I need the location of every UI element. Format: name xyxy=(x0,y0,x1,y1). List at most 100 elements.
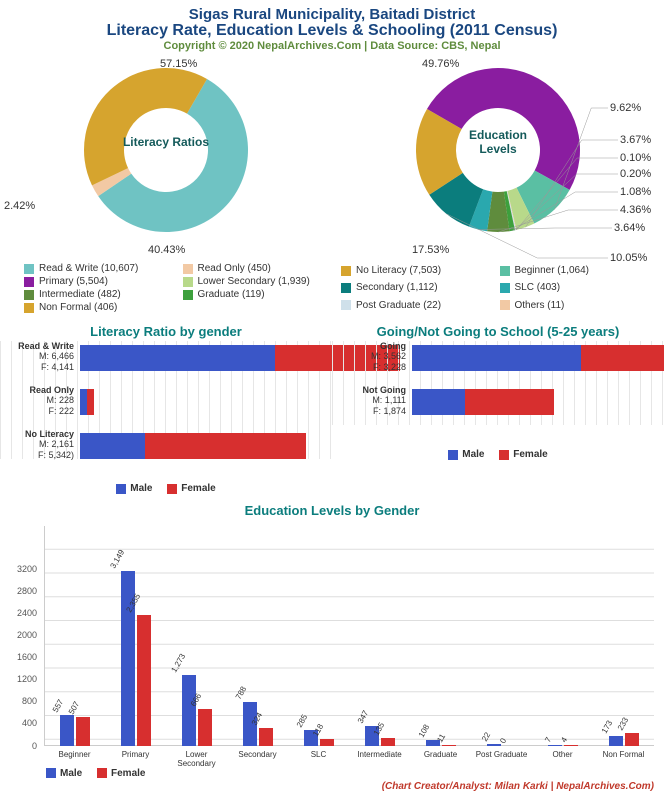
legend-label: Secondary (1,112) xyxy=(356,282,438,293)
title-subject: Literacy Rate, Education Levels & School… xyxy=(0,22,664,40)
hbar-row-label: Read & WriteM: 6,466F: 4,141 xyxy=(2,341,74,372)
donuts-row: Literacy Ratios 57.15%2.42%40.43% Educat… xyxy=(0,52,664,262)
legend-item: No Literacy (7,503) xyxy=(337,262,496,279)
legend-swatch xyxy=(183,277,193,287)
hbar-seg-male xyxy=(80,389,87,415)
y-tick-label: 3200 xyxy=(17,564,37,574)
bar-value-label: 285 xyxy=(294,713,310,730)
slice-percent-label: 0.10% xyxy=(620,152,651,164)
bar-group: 1,273666 xyxy=(166,675,227,745)
bar-group: 557507 xyxy=(44,715,105,746)
y-tick-label: 1600 xyxy=(17,652,37,662)
bar-value-label: 4 xyxy=(559,736,571,745)
legend-swatch xyxy=(24,303,34,313)
hbar-seg-female xyxy=(87,389,94,415)
hbar-seg-male xyxy=(80,345,275,371)
bar-female: 666 xyxy=(198,709,212,746)
bar-female: 135 xyxy=(381,738,395,745)
bar-group: 3,1492,355 xyxy=(105,571,166,745)
bar-value-label: 22 xyxy=(480,731,494,744)
bar-group: 10811 xyxy=(410,740,471,746)
hbar-row-label: No LiteracyM: 2,161F: 5,342) xyxy=(2,429,74,460)
bar-female: 2,355 xyxy=(137,615,151,745)
bar-group: 285118 xyxy=(288,730,349,746)
hbar-schooling-legend: Male Female xyxy=(332,449,664,463)
hbar-row-label: Read OnlyM: 228F: 222 xyxy=(2,385,74,416)
hbar-seg-male xyxy=(412,389,465,415)
hbar-literacy: Literacy Ratio by gender Read & WriteM: … xyxy=(0,318,332,497)
bar-value-label: 557 xyxy=(50,698,66,715)
legend-item: Primary (5,504) xyxy=(20,275,179,288)
bar-group: 220 xyxy=(471,744,532,745)
bar-group: 788324 xyxy=(227,702,288,746)
bar-value-label: 173 xyxy=(599,719,615,736)
bar-female: 507 xyxy=(76,717,90,745)
hbar-seg-female xyxy=(145,433,306,459)
hbar-schooling: Going/Not Going to School (5-25 years) G… xyxy=(332,318,664,497)
hbar-row: No LiteracyM: 2,161F: 5,342) xyxy=(80,429,320,469)
legend-swatch xyxy=(24,264,34,274)
y-tick-label: 1200 xyxy=(17,674,37,684)
hbar-row: Read & WriteM: 6,466F: 4,141 xyxy=(80,341,320,381)
bar-male: 1,273 xyxy=(182,675,196,745)
bar-group: 173233 xyxy=(593,733,654,746)
legend-swatch xyxy=(24,277,34,287)
slice-percent-label: 3.67% xyxy=(620,134,651,146)
legend-item: Read & Write (10,607) xyxy=(20,262,179,275)
bar-female: 233 xyxy=(625,733,639,746)
slice-percent-label: 3.64% xyxy=(614,222,645,234)
bar-female: 11 xyxy=(442,745,456,746)
slice-percent-label: 17.53% xyxy=(412,244,449,256)
bar-value-label: 347 xyxy=(355,709,371,726)
legend-label: SLC (403) xyxy=(515,282,561,293)
hbar-row: GoingM: 3,562F: 3,228 xyxy=(412,341,652,381)
legend-label: Primary (5,504) xyxy=(39,276,108,287)
legend-label: Read & Write (10,607) xyxy=(39,263,138,274)
legend-label: No Literacy (7,503) xyxy=(356,265,441,276)
slice-percent-label: 1.08% xyxy=(620,186,651,198)
legend-swatch xyxy=(183,290,193,300)
hbar-row: Literacy Ratio by gender Read & WriteM: … xyxy=(0,318,664,497)
hbar-row: Read OnlyM: 228F: 222 xyxy=(80,385,320,425)
credit-line: (Chart Creator/Analyst: Milan Karki | Ne… xyxy=(0,781,664,798)
bar-female: 324 xyxy=(259,728,273,746)
hbar-row: Not GoingM: 1,111F: 1,874 xyxy=(412,385,652,425)
hbar-seg-male xyxy=(80,433,145,459)
hbar-seg-female xyxy=(581,345,664,371)
legend-swatch xyxy=(500,266,510,276)
bar-female: 118 xyxy=(320,739,334,746)
slice-percent-label: 4.36% xyxy=(620,204,651,216)
bar-value-label: 108 xyxy=(416,722,432,739)
legend-swatch xyxy=(24,290,34,300)
hbar-row-label: GoingM: 3,562F: 3,228 xyxy=(334,341,406,372)
legend-item: SLC (403) xyxy=(496,279,655,296)
donut-literacy: Literacy Ratios 57.15%2.42%40.43% xyxy=(0,52,332,262)
slice-percent-label: 2.42% xyxy=(4,200,35,212)
legend-item: Lower Secondary (1,939) xyxy=(179,275,338,288)
donut-literacy-center: Literacy Ratios xyxy=(121,135,211,149)
vbar-title: Education Levels by Gender xyxy=(0,503,664,518)
legend-swatch xyxy=(500,300,510,310)
legend-label: Intermediate (482) xyxy=(39,289,121,300)
y-tick-label: 2800 xyxy=(17,586,37,596)
bar-value-label: 3,149 xyxy=(108,549,128,572)
legend-swatch xyxy=(341,300,351,310)
legend-swatch xyxy=(500,283,510,293)
bar-male: 22 xyxy=(487,744,501,745)
legend-swatch xyxy=(183,264,193,274)
legend-item: Beginner (1,064) xyxy=(496,262,655,279)
y-tick-label: 800 xyxy=(22,696,37,706)
donut-literacy-svg xyxy=(76,60,256,240)
legend-item: Read Only (450) xyxy=(179,262,338,275)
hbar-schooling-title: Going/Not Going to School (5-25 years) xyxy=(332,324,664,339)
legend-item: Secondary (1,112) xyxy=(337,279,496,296)
donut-education-center: Education Levels xyxy=(453,128,543,156)
legend-label: Graduate (119) xyxy=(198,289,265,300)
header: Sigas Rural Municipality, Baitadi Distri… xyxy=(0,0,664,52)
legend-label: Non Formal (406) xyxy=(39,302,117,313)
legend-item: Non Formal (406) xyxy=(20,301,179,314)
legend-label: Read Only (450) xyxy=(198,263,271,274)
legend-label: Lower Secondary (1,939) xyxy=(198,276,310,287)
legend-item: Others (11) xyxy=(496,297,655,314)
y-tick-label: 0 xyxy=(32,741,37,751)
